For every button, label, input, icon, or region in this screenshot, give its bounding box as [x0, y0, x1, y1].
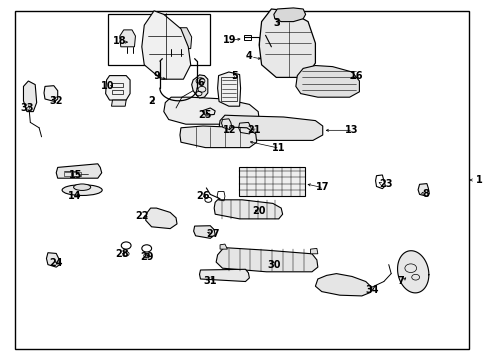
Polygon shape — [56, 164, 102, 178]
Bar — [107, 14, 210, 65]
Polygon shape — [273, 8, 305, 22]
Polygon shape — [219, 115, 322, 140]
Text: 16: 16 — [349, 71, 363, 81]
Text: 29: 29 — [140, 252, 153, 262]
Bar — [243, 35, 251, 40]
Text: 4: 4 — [245, 51, 252, 61]
Text: 21: 21 — [247, 125, 261, 135]
Polygon shape — [217, 72, 240, 106]
Polygon shape — [221, 119, 231, 130]
Text: 26: 26 — [196, 191, 209, 201]
Polygon shape — [44, 86, 58, 102]
Text: 1: 1 — [475, 175, 482, 185]
Ellipse shape — [62, 185, 102, 195]
Text: 27: 27 — [205, 229, 219, 239]
Polygon shape — [259, 9, 315, 77]
Bar — [73, 172, 81, 176]
Text: 11: 11 — [271, 143, 285, 153]
Text: 6: 6 — [197, 78, 203, 88]
Polygon shape — [295, 66, 359, 97]
Text: 28: 28 — [115, 249, 129, 259]
Polygon shape — [46, 253, 60, 267]
Text: 17: 17 — [315, 182, 329, 192]
Text: 7: 7 — [397, 276, 404, 286]
Polygon shape — [120, 30, 135, 47]
Bar — [112, 83, 123, 87]
Text: 31: 31 — [203, 276, 217, 286]
Polygon shape — [220, 244, 227, 249]
Polygon shape — [310, 248, 317, 254]
Polygon shape — [23, 81, 37, 112]
Text: 24: 24 — [49, 258, 63, 268]
Polygon shape — [160, 28, 191, 49]
Text: 10: 10 — [101, 81, 114, 91]
Text: 8: 8 — [421, 189, 428, 199]
Polygon shape — [214, 200, 282, 219]
Polygon shape — [105, 76, 130, 100]
Polygon shape — [142, 11, 190, 79]
Text: 13: 13 — [345, 125, 358, 135]
Text: 5: 5 — [231, 71, 238, 81]
Polygon shape — [199, 269, 249, 282]
Polygon shape — [315, 274, 371, 296]
Polygon shape — [216, 248, 317, 272]
Text: 33: 33 — [20, 103, 34, 113]
Text: 12: 12 — [223, 125, 236, 135]
Polygon shape — [180, 126, 256, 148]
Text: 9: 9 — [153, 71, 160, 81]
Bar — [221, 77, 237, 101]
Polygon shape — [111, 100, 126, 106]
Polygon shape — [193, 226, 215, 238]
Polygon shape — [163, 97, 259, 124]
Text: 22: 22 — [135, 211, 148, 221]
Text: 19: 19 — [223, 35, 236, 45]
Text: 25: 25 — [198, 110, 212, 120]
Text: 15: 15 — [69, 170, 82, 180]
Text: 20: 20 — [252, 206, 265, 216]
Text: 34: 34 — [364, 285, 378, 295]
Text: 23: 23 — [379, 179, 392, 189]
Text: 32: 32 — [49, 96, 63, 106]
Ellipse shape — [73, 184, 91, 190]
Polygon shape — [417, 184, 428, 196]
Polygon shape — [191, 75, 207, 98]
Bar — [63, 172, 71, 176]
Text: 2: 2 — [148, 96, 155, 106]
Text: 18: 18 — [113, 36, 126, 46]
Bar — [112, 90, 123, 94]
Bar — [238, 167, 304, 196]
Polygon shape — [397, 251, 428, 293]
Text: 14: 14 — [67, 191, 81, 201]
Text: 30: 30 — [266, 260, 280, 270]
Text: 3: 3 — [272, 18, 279, 28]
Polygon shape — [145, 208, 177, 229]
